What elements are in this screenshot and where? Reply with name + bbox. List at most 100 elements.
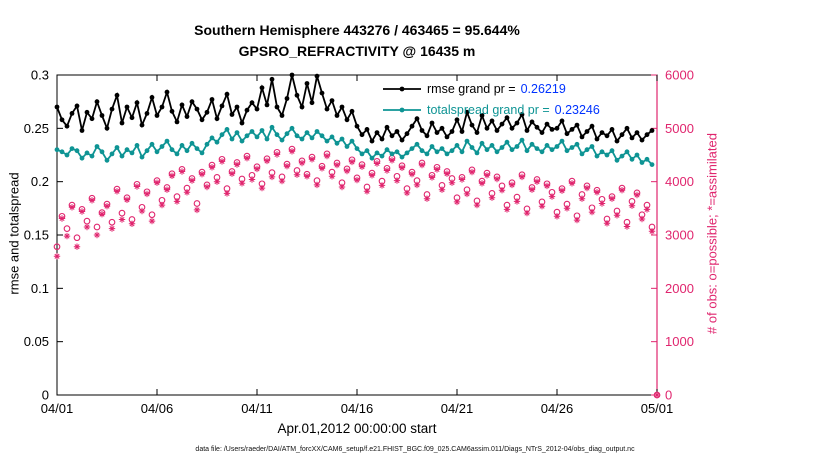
totalspread-marker [534,146,540,152]
totalspread-marker [144,148,150,154]
assimilated-marker [323,152,331,160]
totalspread-marker [59,149,65,155]
assimilated-marker [573,216,581,224]
totalspread-marker [549,147,555,153]
totalspread-marker [434,149,440,155]
totalspread-marker [544,143,550,148]
totalspread-marker [239,138,245,144]
totalspread-marker [614,157,620,163]
assimilated-marker [618,187,626,194]
totalspread-marker [429,144,435,149]
rmse-marker [89,116,95,122]
rmse-marker [544,121,550,127]
rmse-marker [209,97,215,102]
totalspread-marker [639,160,645,165]
legend-marker-totalspread [383,107,421,112]
totalspread-marker [519,137,525,143]
assimilated-marker [523,209,531,217]
totalspread-marker [524,148,530,154]
legend-item-totalspread: totalspread grand pr = 0.23246 [383,99,600,120]
assimilated-marker [608,195,616,202]
assimilated-marker [423,195,431,202]
totalspread-marker [244,133,250,139]
rmse-marker [579,134,585,140]
assimilated-marker [188,177,196,184]
assimilated-marker [653,391,661,399]
assimilated-marker [318,165,326,172]
rmse-marker [249,100,255,106]
totalspread-marker [89,153,95,159]
totalspread-marker [624,149,630,155]
totalspread-marker [289,125,295,131]
rmse-marker [354,123,360,129]
totalspread-marker [99,149,105,155]
legend-marker-rmse [383,86,421,91]
assimilated-marker [108,225,116,232]
legend-item-rmse: rmse grand pr = 0.26219 [383,78,600,99]
rmse-marker [64,123,70,129]
rmse-marker [464,109,470,115]
assimilated-marker [578,195,586,202]
assimilated-marker [163,186,171,193]
assimilated-marker [588,208,596,216]
totalspread-marker [109,151,115,157]
rmse-marker [69,111,75,116]
totalspread-marker [224,126,230,132]
rmse-marker [79,128,85,133]
assimilated-marker [503,206,511,213]
totalspread-marker [489,143,495,148]
assimilated-marker [83,223,91,231]
rmse-marker [474,130,480,136]
legend: rmse grand pr = 0.26219 totalspread grand … [383,78,600,120]
rmse-marker [369,138,375,144]
totalspread-marker [304,130,310,136]
assimilated-marker [333,161,341,169]
assimilated-marker [363,188,371,195]
rmse-marker [309,100,315,106]
assimilated-marker [153,179,161,186]
totalspread-marker [504,139,510,145]
rmse-marker [299,104,305,110]
rmse-marker [439,125,445,131]
assimilated-marker [128,220,136,227]
totalspread-marker [609,148,615,154]
totalspread-marker [299,136,305,142]
assimilated-marker [138,207,146,215]
rmse-marker [424,133,430,139]
totalspread-marker [149,141,155,147]
assimilated-marker [58,215,66,222]
assimilated-marker [268,173,276,181]
assimilated-marker [483,172,491,179]
assimilated-marker [568,180,576,187]
rmse-marker [514,120,520,126]
x-tick-label: 04/11 [241,401,273,416]
assimilated-marker [443,170,451,177]
totalspread-marker [589,144,595,149]
rmse-marker [584,129,590,134]
totalspread-marker [454,143,460,148]
rmse-marker [189,99,195,105]
totalspread-marker [469,145,475,150]
rmse-marker [324,106,330,112]
rmse-series [54,72,655,144]
rmse-marker [429,120,435,126]
right-tick-label: 3000 [665,228,694,243]
rmse-marker [194,106,200,112]
assimilated-marker [603,220,611,227]
totalspread-marker [464,138,470,144]
rmse-marker [609,126,615,132]
assimilated-marker [148,217,156,225]
assimilated-marker [543,182,551,190]
totalspread-marker [449,148,455,154]
rmse-marker [269,76,275,82]
rmse-marker [179,102,185,108]
possible-marker [93,223,101,231]
possible-marker [83,217,91,225]
assimilated-series [53,148,661,399]
rmse-marker [389,133,395,139]
rmse-marker [279,113,285,118]
rmse-marker [314,73,320,79]
rmse-marker [94,99,100,105]
totalspread-marker [634,152,640,158]
